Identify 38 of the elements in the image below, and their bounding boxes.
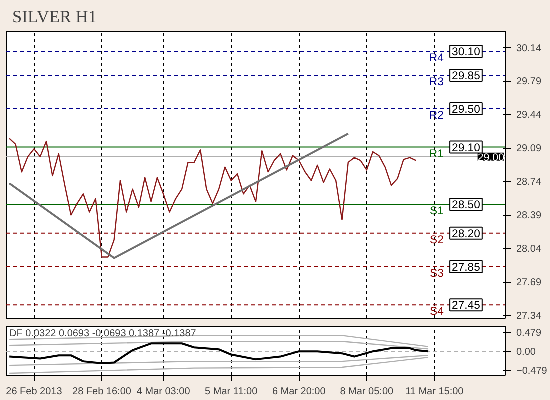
- ref-line-label: S2: [430, 234, 444, 246]
- x-tick-label: 4 Mar 03:00: [136, 386, 191, 398]
- x-tick-label: 28 Feb 16:00: [72, 386, 132, 398]
- annotation: 29.10: [452, 142, 480, 154]
- y-tick-label: 28.74: [516, 177, 542, 188]
- y-tick-label: 29.79: [516, 76, 542, 88]
- y-tick-label: 30.14: [516, 43, 542, 54]
- x-tick-label: 26 Feb 2013: [6, 386, 63, 398]
- annotation: 28.20: [452, 228, 480, 240]
- annotation: 27.45: [452, 300, 480, 312]
- ref-line-label: S3: [430, 268, 444, 280]
- annotation: 29.50: [452, 104, 480, 116]
- y-tick-label: 28.39: [516, 210, 542, 222]
- y-tick-label: 0.479: [516, 328, 542, 340]
- y-tick-label: −0.479: [516, 366, 548, 378]
- x-tick-label: 5 Mar 11:00: [205, 386, 258, 398]
- annotation: DF 0.0322 0.0693 -0.0693 0.1387 -0.1387: [10, 328, 197, 340]
- x-tick-label: 6 Mar 20:00: [272, 386, 326, 398]
- y-tick-label: 27.69: [516, 278, 542, 289]
- annotation: 30.10: [452, 46, 480, 59]
- ref-line-label: S1: [430, 206, 444, 218]
- y-tick-label: 29.09: [516, 144, 542, 155]
- ref-line-label: R2: [429, 110, 444, 122]
- annotation: 28.50: [452, 200, 480, 212]
- y-tick-label: 28.04: [516, 244, 542, 256]
- ref-line-label: R1: [429, 148, 444, 160]
- y-tick-label: 29.44: [516, 110, 542, 122]
- x-tick-label: 8 Mar 05:00: [340, 386, 394, 398]
- annotation: 27.85: [452, 262, 480, 274]
- x-tick-label: 11 Mar 15:00: [406, 386, 464, 398]
- ref-line-label: R4: [429, 52, 444, 65]
- y-tick-label: 0.00: [516, 347, 536, 358]
- chart-title: SILVER H1: [12, 8, 98, 26]
- annotation: 29.85: [452, 70, 480, 83]
- ref-line-label: 29.00: [478, 152, 505, 164]
- ref-line-label: S4: [430, 306, 444, 318]
- y-tick-label: 27.34: [516, 311, 542, 322]
- ref-line-label: R3: [429, 76, 444, 89]
